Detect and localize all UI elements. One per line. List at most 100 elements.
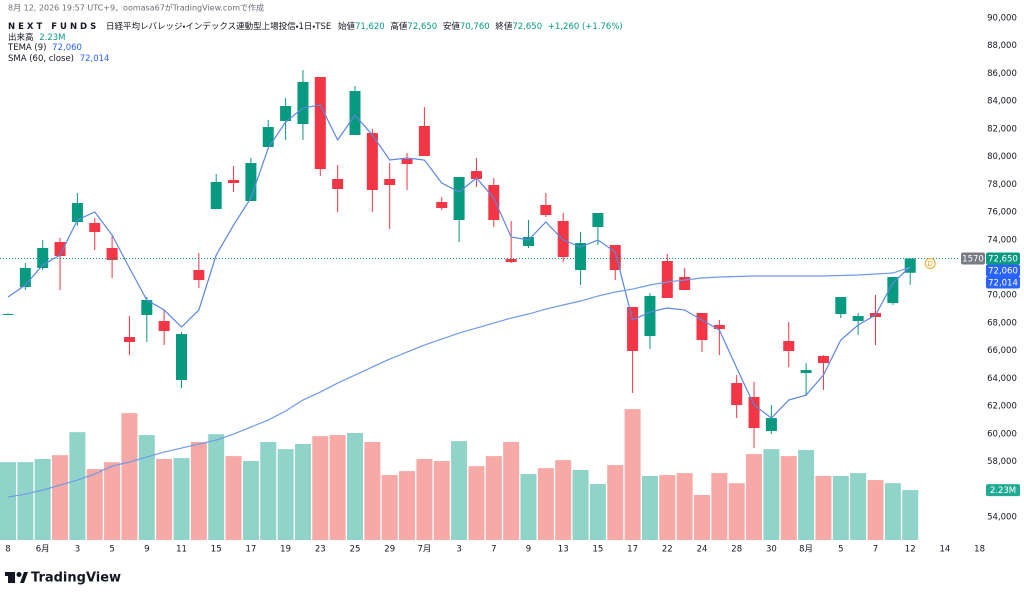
candle-body [488,185,500,221]
volume-bar [0,462,16,540]
candle-body [765,418,777,432]
candle-body [2,313,14,315]
x-tick-label: 8 [5,545,10,555]
legend-tema: TEMA (9) 72,060 [7,43,82,53]
x-tick-label: 25 [350,545,361,555]
candle-body [280,106,292,122]
volume-bar [572,469,589,540]
candle-body [176,334,187,381]
candle-body [800,370,812,374]
y-tick-label: 88,000 [987,41,1017,51]
legend-value: 2.23M [39,33,65,43]
candle-body [19,268,31,288]
volume-bar [208,434,225,540]
volume-bar [694,495,710,540]
candle-body [696,313,708,341]
volume-bar [52,455,69,540]
last-price-badge: 72,650 [988,254,1018,264]
candle-body [783,341,795,352]
volume-bar [34,459,51,540]
y-tick-label: 78,000 [987,180,1017,190]
x-tick-label: 9 [144,545,149,555]
x-tick-label: 5 [109,545,114,555]
x-tick-label: 3 [75,545,80,555]
x-tick-label: 12 [905,545,916,555]
ohlc-value: 70,760 [460,22,490,32]
candle-layer [2,70,916,449]
volume-bar [746,454,763,540]
x-tick-label: 6月 [36,545,50,555]
legend-sma: SMA (60, close) 72,014 [8,54,109,64]
created-note: 8月 12, 2026 19:57 UTC+9、oomasa67がTrading… [8,3,264,13]
line-layer: D [0,104,958,498]
y-tick-label: 68,000 [987,318,1017,328]
x-tick-label: 28 [731,545,742,555]
tema-badge-bg [986,264,1020,277]
candle-body [349,91,361,136]
candle-body [210,182,222,210]
indicator-line [7,266,911,498]
change: +1,260 (+1.76%) [548,22,623,32]
volume-bar [763,449,780,540]
candle-body [436,202,448,209]
x-tick-label: 14 [939,545,950,555]
logo-shape [5,572,13,576]
y-tick-label: 58,000 [987,457,1017,467]
volume-bar [468,466,485,540]
candle-body [817,356,829,364]
ohlc-label: 終値 [495,21,513,32]
candle-body [418,126,430,157]
x-tick-label: 15 [592,545,603,555]
candle-body [748,397,760,429]
candle-body [123,337,135,343]
volume-bar [104,462,121,540]
y-tick-label: 90,000 [987,14,1017,24]
ohlc-value: 72,650 [512,22,542,32]
ohlc-label: 始値 [338,21,356,32]
candle-body [401,159,413,165]
x-tick-label: 9 [526,545,531,555]
volume-bar [780,456,797,540]
x-tick-label: 29 [384,545,395,555]
volume-bar [451,441,468,540]
volume-badge: 2.23M [990,486,1016,496]
y-tick-label: 82,000 [987,124,1017,134]
candle-body [314,77,326,170]
candle-body [713,325,725,330]
volume-bar [156,459,173,540]
volume-bar [347,433,363,540]
axis-layer: 54,00056,00058,00060,00062,00064,00066,0… [5,14,1020,555]
volume-bar [589,484,606,540]
volume-bar [555,460,572,540]
legend-name: 出来高 [8,32,34,43]
volume-bar [537,468,554,540]
candle-body [644,296,656,337]
volume-bar [242,461,259,540]
countdown-badge: 1570 [962,254,984,264]
volume-bar [624,409,641,540]
x-tick-label: 5 [838,545,843,555]
ohlc-value: 71,620 [355,22,385,32]
candle-body [54,242,66,257]
volume-bar [850,473,867,540]
volume-bar [641,476,658,540]
logo-shape [20,572,28,583]
x-tick-label: 24 [697,545,708,555]
y-tick-label: 80,000 [987,152,1017,162]
volume-bar [485,456,502,540]
y-tick-label: 60,000 [987,429,1017,439]
volume-bar [798,450,815,540]
volume-bar [867,480,884,540]
volume-bar [173,458,190,540]
x-tick-label: 15 [211,545,222,555]
candle-body [592,213,604,228]
candle-body [887,277,899,304]
candle-body [366,133,378,191]
x-tick-label: 17 [627,545,638,555]
volume-bar [381,475,398,540]
volume-bar [69,432,86,540]
x-tick-label: 7 [491,545,496,555]
volume-bar [520,473,537,540]
